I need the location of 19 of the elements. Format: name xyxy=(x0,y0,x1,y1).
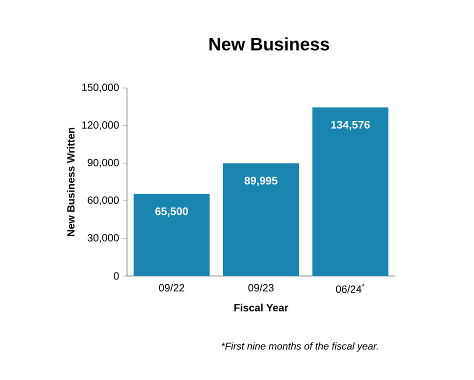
bar xyxy=(223,163,300,276)
y-axis-title: New Business Written xyxy=(66,128,75,236)
bar xyxy=(134,194,210,276)
data-label: 65,500 xyxy=(155,207,188,217)
data-label: 134,576 xyxy=(331,120,370,130)
x-tick-label: 09/23 xyxy=(248,284,274,292)
y-tick-label: 90,000 xyxy=(88,158,119,168)
y-tick-label: 150,000 xyxy=(82,84,119,92)
y-tick-label: 120,000 xyxy=(82,121,119,130)
x-tick-label: 09/22 xyxy=(158,284,184,292)
x-axis-title: Fiscal Year xyxy=(234,304,288,312)
data-label: 89,995 xyxy=(244,176,278,186)
text: *First nine months of the fiscal year. xyxy=(222,342,378,352)
y-tick-label: 0 xyxy=(114,272,119,280)
y-tick-label: 60,000 xyxy=(88,196,119,206)
chart-title: New Business xyxy=(209,37,330,50)
x-tick-label: 06/24$^{*}$ xyxy=(336,284,364,293)
y-tick-label: 30,000 xyxy=(88,234,119,243)
bar xyxy=(312,107,388,276)
